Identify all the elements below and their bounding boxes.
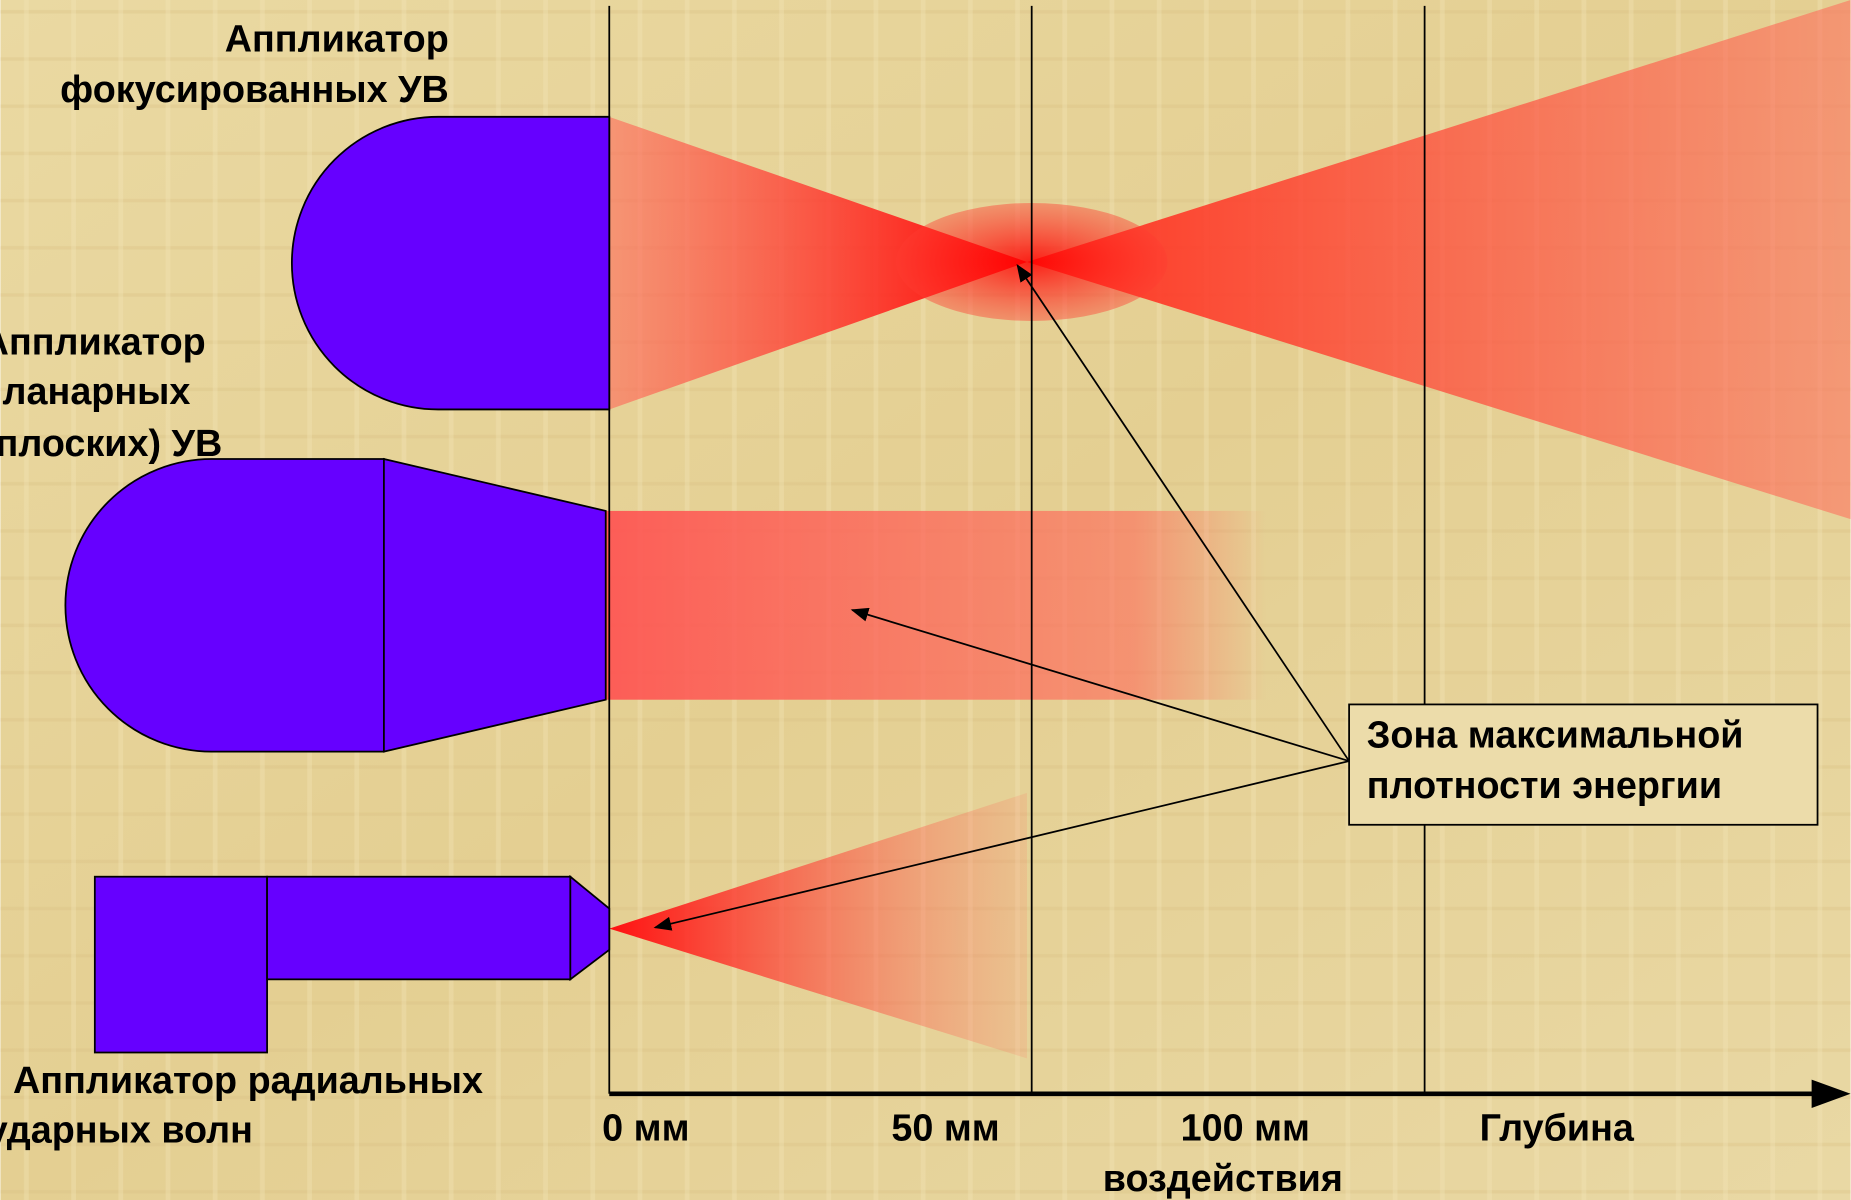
annotation-box xyxy=(1348,703,1819,826)
axis-tick-label: 0 мм xyxy=(602,1106,689,1148)
applicator-label: планарных xyxy=(0,370,190,412)
radial-beam xyxy=(609,792,1027,1059)
axis-tick-label: 50 мм xyxy=(891,1106,999,1148)
planar-applicator-head xyxy=(383,457,607,753)
applicator-label: Аппликатор радиальных xyxy=(13,1059,483,1101)
axis-arrow xyxy=(1811,1079,1851,1108)
annotation-arrow xyxy=(653,760,1350,931)
applicator-label: Аппликатор xyxy=(0,321,206,363)
axis-title: Глубина xyxy=(1480,1106,1635,1148)
radial-applicator-tip xyxy=(569,874,611,982)
annotation-arrow xyxy=(850,607,1350,762)
focused-beam-in xyxy=(609,116,1027,410)
planar-beam xyxy=(605,510,1267,700)
radial-applicator-handle xyxy=(93,875,268,1054)
applicator-label: ударных волн xyxy=(0,1109,253,1151)
applicator-label: Аппликатор xyxy=(225,17,449,59)
applicator-label: (плоских) УВ xyxy=(0,422,222,464)
applicator-label: фокусированных УВ xyxy=(60,68,449,110)
planar-applicator-body xyxy=(64,458,385,753)
focused-applicator xyxy=(290,115,611,411)
radial-applicator-body xyxy=(266,875,572,981)
focused-beam-out xyxy=(1026,0,1851,520)
annotation-text: плотности энергии xyxy=(1367,764,1722,806)
annotation-arrow xyxy=(1016,264,1350,762)
axis-tick-label: 100 мм xyxy=(1181,1106,1310,1148)
annotation-text: Зона максимальной xyxy=(1367,713,1744,755)
axis-title: воздействия xyxy=(1103,1157,1343,1199)
